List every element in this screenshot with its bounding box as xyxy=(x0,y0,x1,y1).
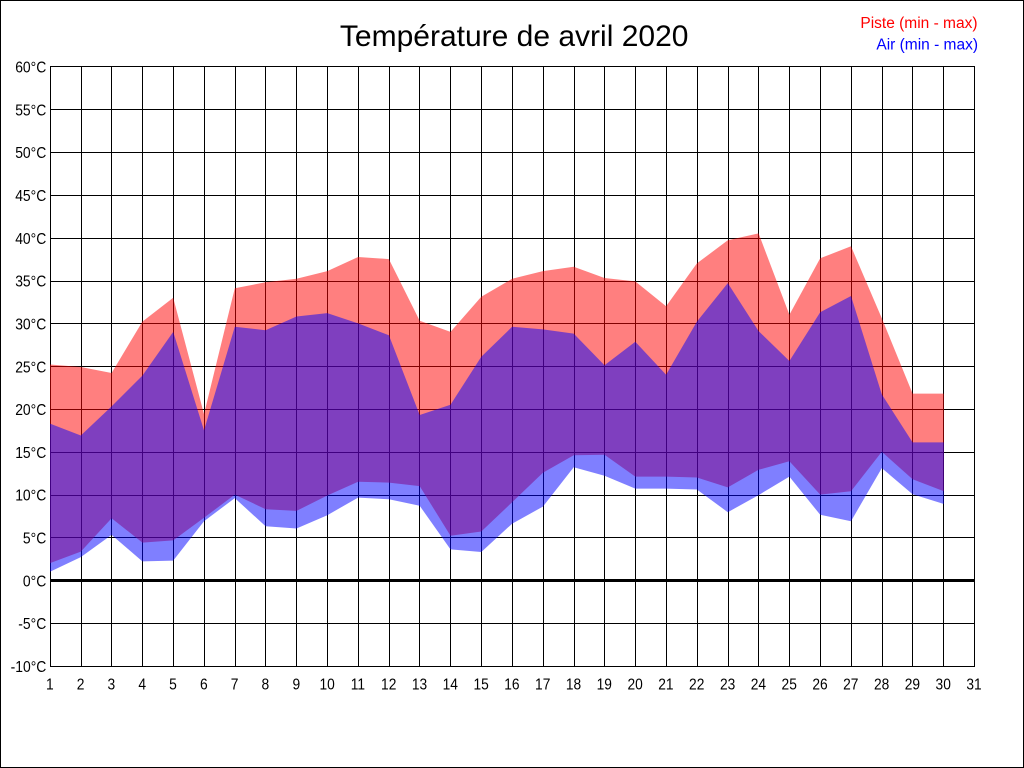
svg-text:13: 13 xyxy=(412,676,427,693)
svg-text:16: 16 xyxy=(504,676,519,693)
svg-text:15°C: 15°C xyxy=(15,445,46,462)
svg-text:5: 5 xyxy=(169,676,177,693)
svg-text:55°C: 55°C xyxy=(15,102,46,119)
svg-text:26: 26 xyxy=(812,676,827,693)
svg-text:Piste (min - max): Piste (min - max) xyxy=(860,15,977,32)
svg-text:11: 11 xyxy=(351,676,365,693)
svg-text:Température de avril 2020: Température de avril 2020 xyxy=(340,20,689,53)
svg-text:15: 15 xyxy=(473,676,488,693)
svg-text:2: 2 xyxy=(77,676,85,693)
svg-text:31: 31 xyxy=(966,676,981,693)
svg-text:9: 9 xyxy=(292,676,300,693)
svg-text:23: 23 xyxy=(720,676,735,693)
svg-text:24: 24 xyxy=(751,676,766,693)
svg-text:22: 22 xyxy=(689,676,704,693)
svg-text:30°C: 30°C xyxy=(15,317,46,334)
svg-text:50°C: 50°C xyxy=(15,145,46,162)
svg-text:10°C: 10°C xyxy=(15,488,46,505)
svg-text:5°C: 5°C xyxy=(23,531,46,548)
svg-text:19: 19 xyxy=(597,676,612,693)
svg-text:4: 4 xyxy=(138,676,146,693)
svg-text:40°C: 40°C xyxy=(15,231,46,248)
svg-text:6: 6 xyxy=(200,676,208,693)
svg-text:1: 1 xyxy=(46,676,54,693)
svg-text:20°C: 20°C xyxy=(15,402,46,419)
svg-text:27: 27 xyxy=(843,676,858,693)
svg-text:29: 29 xyxy=(905,676,920,693)
svg-text:12: 12 xyxy=(381,676,396,693)
svg-text:Air (min - max): Air (min - max) xyxy=(876,37,978,54)
svg-text:35°C: 35°C xyxy=(15,274,46,291)
svg-text:-5°C: -5°C xyxy=(18,616,46,633)
svg-text:45°C: 45°C xyxy=(15,188,46,205)
svg-text:3: 3 xyxy=(108,676,116,693)
svg-text:30: 30 xyxy=(936,676,951,693)
svg-text:0°C: 0°C xyxy=(23,573,46,590)
svg-text:14: 14 xyxy=(443,676,458,693)
svg-text:60°C: 60°C xyxy=(15,60,46,77)
svg-text:10: 10 xyxy=(319,676,334,693)
svg-text:18: 18 xyxy=(566,676,581,693)
svg-text:25: 25 xyxy=(782,676,797,693)
svg-text:8: 8 xyxy=(262,676,270,693)
svg-text:20: 20 xyxy=(627,676,642,693)
svg-text:25°C: 25°C xyxy=(15,359,46,376)
svg-text:28: 28 xyxy=(874,676,889,693)
svg-text:7: 7 xyxy=(231,676,239,693)
svg-text:17: 17 xyxy=(535,676,550,693)
svg-text:-10°C: -10°C xyxy=(11,659,47,676)
svg-text:21: 21 xyxy=(658,676,673,693)
